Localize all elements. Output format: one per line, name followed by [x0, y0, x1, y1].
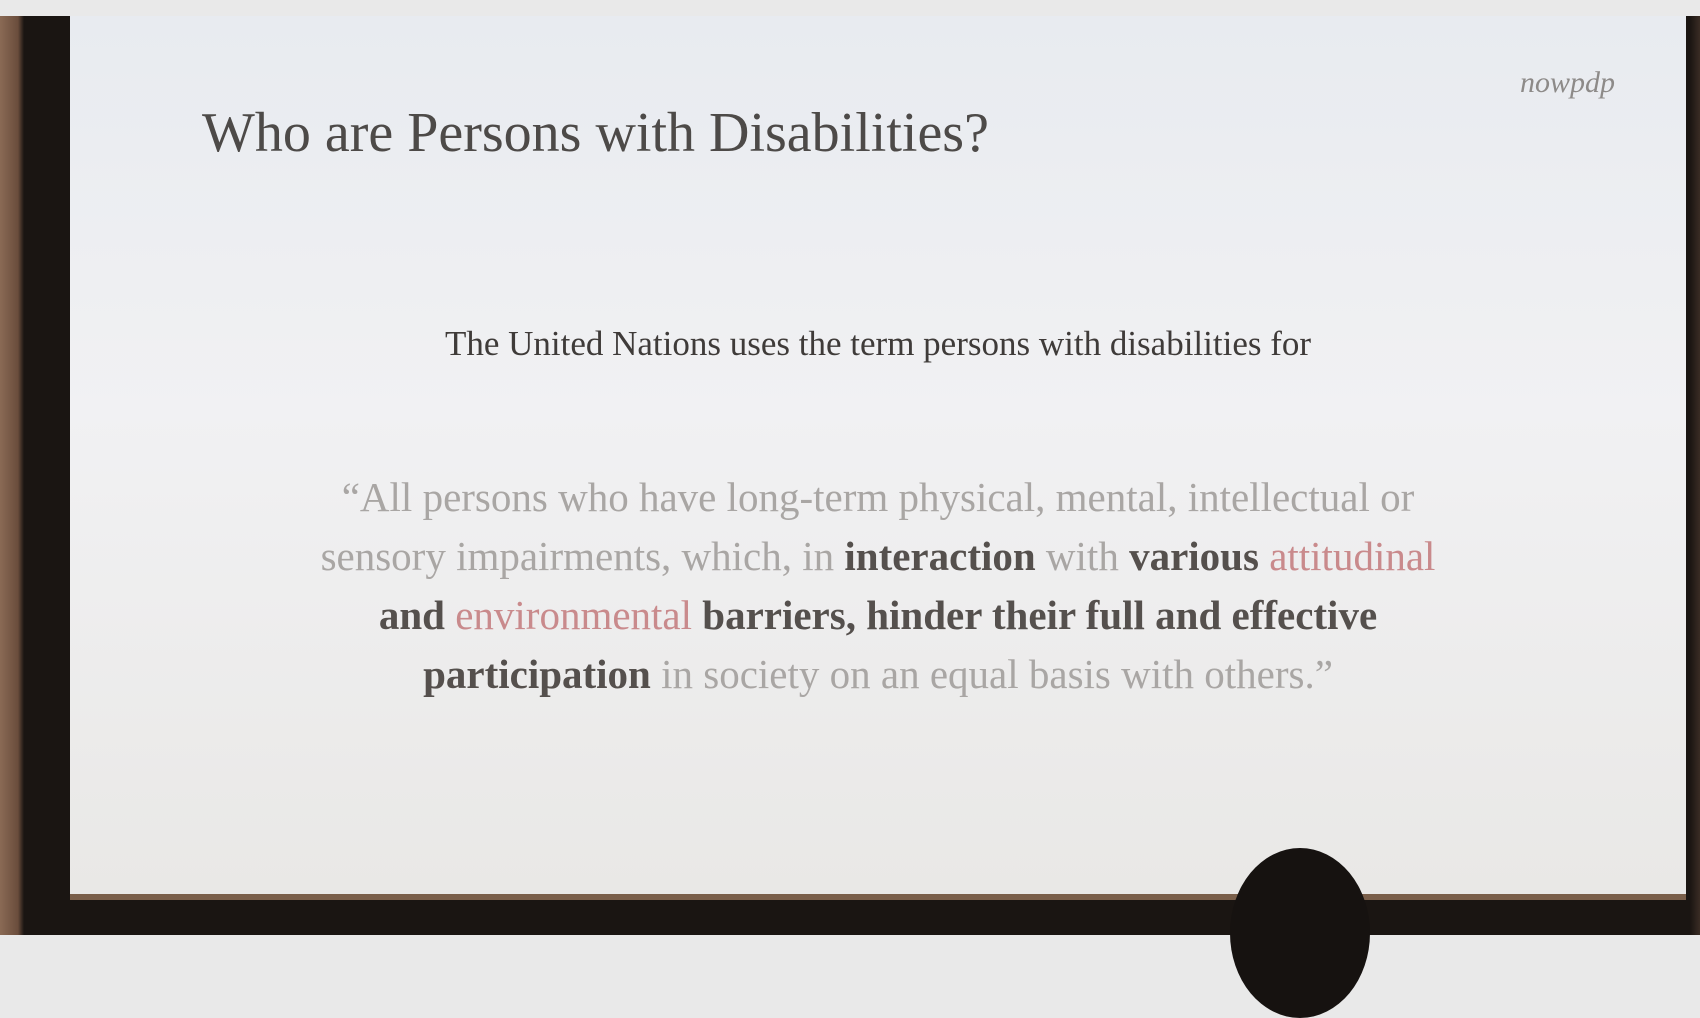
slide-title: Who are Persons with Disabilities? — [202, 101, 989, 165]
quote-segment: participation — [423, 651, 651, 697]
quote-line: participation in society on an equal bas… — [70, 645, 1686, 704]
logo: nowpdp — [1520, 66, 1615, 100]
page: Who are Persons with Disabilities? nowpd… — [0, 0, 1700, 935]
quote-line: sensory impairments, which, in interacti… — [70, 527, 1686, 586]
quote-segment: barriers, hinder their full and effectiv… — [692, 592, 1377, 638]
quote-segment: attitudinal — [1269, 533, 1435, 579]
quote-segment: “All persons who have long-term physical… — [342, 474, 1415, 520]
quote-segment: sensory impairments, which, in — [321, 533, 845, 579]
quote-line: and environmental barriers, hinder their… — [70, 586, 1686, 645]
quote-segment: and — [379, 592, 455, 638]
quote-segment: various — [1129, 533, 1269, 579]
speaker-head — [1230, 848, 1370, 1018]
quote-segment: with — [1036, 533, 1129, 579]
quote: “All persons who have long-term physical… — [70, 468, 1686, 704]
slide: Who are Persons with Disabilities? nowpd… — [70, 16, 1686, 900]
quote-segment: interaction — [844, 533, 1035, 579]
quote-segment: in society on an equal basis with others… — [651, 651, 1333, 697]
quote-line: “All persons who have long-term physical… — [70, 468, 1686, 527]
intro-text: The United Nations uses the term persons… — [70, 324, 1686, 364]
quote-segment: environmental — [455, 592, 692, 638]
